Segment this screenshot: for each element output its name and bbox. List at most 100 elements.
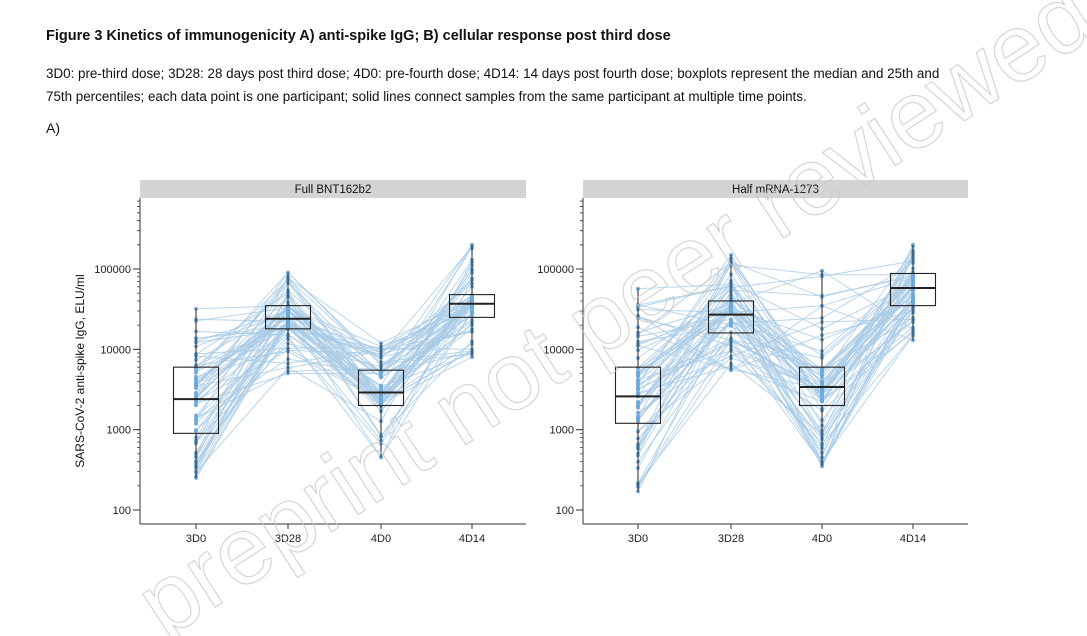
figure-title: Figure 3 Kinetics of immunogenicity A) a…: [46, 28, 671, 44]
data-point: [194, 394, 198, 398]
data-point: [636, 286, 640, 291]
data-point: [820, 370, 824, 374]
participant-line: [637, 330, 914, 412]
data-point: [379, 375, 383, 380]
participant-line: [637, 310, 914, 371]
data-point: [379, 370, 383, 375]
y-tick-label: 100000: [537, 264, 574, 276]
participant-line: [637, 262, 914, 404]
chart-panel-1: Full BNT162b2 100 1000 10000 100000 SARS-CoV-…: [73, 180, 526, 545]
data-point: [820, 387, 824, 392]
panel-title: Full BNT162b2: [295, 184, 372, 196]
boxplot-4D0: [357, 342, 405, 458]
participant-line: [637, 260, 914, 407]
box-iqr: [614, 366, 662, 424]
participant-line: [637, 273, 914, 407]
data-point: [636, 410, 640, 415]
participant-line: [195, 311, 473, 459]
y-tick-label: 100: [556, 505, 574, 517]
data-point: [820, 366, 824, 371]
data-point: [911, 273, 915, 278]
participant-line: [637, 281, 914, 407]
data-point: [470, 311, 474, 315]
data-point: [194, 382, 198, 386]
data-point: [636, 489, 640, 494]
participant-line: [637, 313, 914, 403]
x-tick-label: 3D28: [718, 533, 744, 545]
participant-line: [195, 299, 473, 443]
participant-line: [195, 317, 473, 380]
box-iqr: [357, 369, 405, 407]
participant-line: [195, 246, 473, 356]
participant-line: [637, 304, 914, 441]
data-point: [636, 403, 640, 408]
figure-caption: 3D0: pre-third dose; 3D28: 28 days post …: [46, 62, 1066, 108]
x-tick-label: 3D0: [186, 533, 206, 545]
boxplot-3D0: [614, 288, 662, 492]
data-point: [820, 390, 824, 394]
participant-line: [195, 271, 473, 399]
participant-line: [637, 283, 914, 422]
participant-line: [637, 290, 914, 465]
participant-line: [195, 278, 473, 385]
data-point: [636, 380, 640, 385]
x-tick-label: 4D14: [900, 533, 926, 545]
caption-line-1: 3D0: pre-third dose; 3D28: 28 days post …: [46, 66, 940, 81]
participant-line: [637, 254, 914, 465]
participant-line: [637, 250, 914, 377]
boxplot-4D14: [448, 244, 496, 358]
data-point: [729, 317, 733, 322]
participant-line: [637, 334, 914, 445]
y-axis-label: SARS-CoV-2 anti-spike IgG, ELU/ml: [73, 274, 87, 467]
data-point: [636, 386, 640, 391]
participant-line: [637, 274, 914, 389]
box-iqr: [707, 300, 755, 334]
y-tick-label: 100: [113, 505, 131, 517]
boxplot-3D0: [172, 308, 220, 479]
data-point: [820, 379, 824, 384]
participant-line: [637, 312, 914, 449]
participant-line: [637, 284, 914, 395]
data-point: [286, 322, 290, 327]
data-point: [636, 401, 640, 406]
y-tick-label: 100000: [94, 264, 131, 276]
chart-panel-2: Half mRNA-1273 100 1000 10000 100000 3D0 3D28 4…: [537, 180, 968, 545]
participant-line: [195, 308, 473, 431]
box-iqr: [448, 294, 496, 318]
participant-line: [637, 293, 914, 432]
data-point: [911, 278, 915, 282]
participant-line: [637, 245, 914, 459]
data-point: [286, 310, 290, 315]
participant-line: [195, 302, 473, 477]
participant-line: [195, 302, 473, 354]
participant-line: [637, 260, 914, 387]
participant-line: [195, 308, 473, 401]
data-point: [194, 413, 198, 418]
data-point: [194, 416, 198, 421]
boxplot-3D28: [707, 254, 755, 371]
data-point: [194, 403, 198, 408]
x-tick-label: 3D0: [628, 533, 648, 545]
data-point: [470, 298, 474, 302]
data-point: [729, 302, 733, 306]
participant-line: [637, 278, 914, 449]
y-tick-label: 10000: [543, 344, 574, 356]
data-point: [194, 379, 198, 383]
data-point: [911, 296, 915, 301]
panel-strip: [583, 180, 968, 198]
data-point: [729, 305, 733, 309]
x-tick-label: 4D14: [459, 533, 485, 545]
data-point: [194, 429, 198, 433]
boxplot-4D14: [889, 244, 937, 341]
data-point: [911, 282, 915, 287]
participant-line: [195, 311, 473, 394]
data-point: [820, 375, 824, 380]
caption-line-2: 75th percentiles; each data point is one…: [46, 89, 807, 104]
data-point: [636, 416, 640, 421]
data-point: [911, 338, 915, 343]
y-tick-label: 1000: [107, 425, 131, 437]
participant-line: [637, 318, 914, 396]
participant-line: [195, 304, 473, 473]
participant-line: [195, 298, 473, 405]
